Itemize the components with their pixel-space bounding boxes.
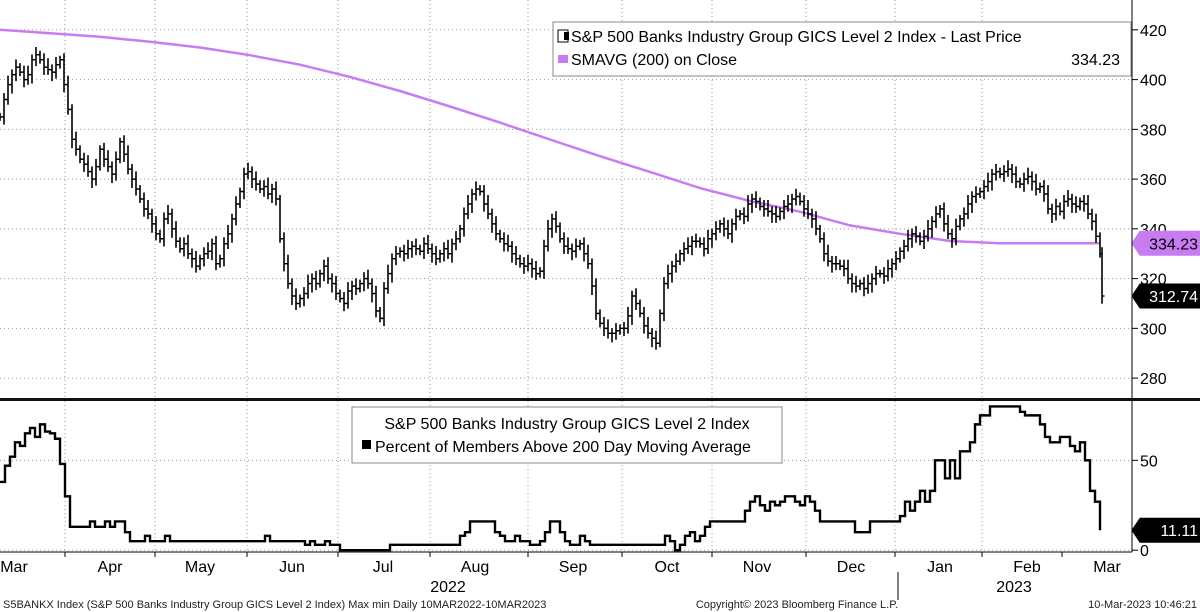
- x-axis-month-label: Aug: [461, 559, 489, 576]
- price-legend-swatch-fill-icon: [564, 32, 569, 40]
- x-axis-year-label: 2023: [996, 579, 1032, 596]
- lower-last-value-tags: 11.11: [1131, 517, 1200, 543]
- upper-last-value-tags: 334.23 312.74: [1131, 230, 1200, 309]
- footer-source: S5BANKX Index (S&P 500 Banks Industry Gr…: [3, 599, 546, 611]
- x-axis-month-labels: Mar Apr May Jun Jul Aug Sep Oct Nov Dec Jan Feb Mar: [0, 559, 1121, 576]
- lower-gridlines: [0, 459, 1132, 551]
- price-ohlc-bars: [0, 47, 1105, 350]
- pct-last-value-tag-box: [1131, 517, 1200, 543]
- upper-y-tick-label: 300: [1140, 321, 1167, 338]
- pct-legend-label: Percent of Members Above 200 Day Moving …: [375, 439, 751, 456]
- upper-y-tick-label: 280: [1140, 371, 1167, 388]
- x-axis-year-label: 2022: [430, 579, 466, 596]
- smavg-legend-label: SMAVG (200) on Close: [571, 52, 737, 69]
- x-axis-month-label: Feb: [1013, 559, 1041, 576]
- smavg-legend-value: 334.23: [1071, 52, 1120, 69]
- x-axis-month-label: May: [185, 559, 215, 576]
- lower-legend-title: S&P 500 Banks Industry Group GICS Level …: [384, 416, 749, 433]
- lower-panel: 0 50 S&P 500 Banks Industry Group GICS Le…: [0, 401, 1200, 560]
- upper-legend-box: [552, 21, 1132, 77]
- pct-last-value-tag: 11.11: [1131, 517, 1200, 543]
- upper-y-tick-label: 400: [1140, 73, 1167, 90]
- upper-legend: S&P 500 Banks Industry Group GICS Level …: [552, 21, 1132, 77]
- pct-above-200dma-line: [0, 405, 1102, 552]
- lower-y-tick-label: 50: [1140, 453, 1158, 470]
- price-last-value-tag-text: 312.74: [1149, 289, 1198, 306]
- pct-legend-swatch-icon: [362, 440, 371, 449]
- upper-y-tick-label: 380: [1140, 122, 1167, 139]
- x-axis-year-labels: 2022 2023: [430, 572, 1032, 600]
- lower-y-axis: 0 50: [1132, 453, 1158, 560]
- footer-timestamp: 10-Mar-2023 10:46:21: [1088, 599, 1197, 611]
- x-axis-month-label: Oct: [655, 559, 680, 576]
- x-axis-ticks: [64, 552, 1063, 557]
- price-last-value-tag-box: [1131, 283, 1200, 309]
- upper-gridlines: [0, 29, 1132, 379]
- price-legend-label: S&P 500 Banks Industry Group GICS Level …: [571, 29, 1022, 46]
- upper-y-tick-label: 420: [1140, 23, 1167, 40]
- panel-divider: [0, 398, 1200, 401]
- x-axis-month-label: Sep: [559, 559, 588, 576]
- x-axis-month-label: Dec: [837, 559, 865, 576]
- x-axis-month-label: Mar: [0, 559, 28, 576]
- smavg-last-value-tag-box: [1131, 230, 1200, 256]
- x-axis-month-label: Apr: [98, 559, 124, 576]
- x-axis-month-label: Jun: [279, 559, 305, 576]
- x-axis-month-label: Jul: [373, 559, 393, 576]
- smavg-last-value-tag-text: 334.23: [1149, 236, 1198, 253]
- pct-last-value-tag-text: 11.11: [1160, 523, 1198, 540]
- lower-legend-box: [351, 406, 783, 464]
- lower-legend: S&P 500 Banks Industry Group GICS Level …: [351, 406, 783, 464]
- smavg-legend-swatch-icon: [558, 55, 568, 63]
- lower-y-tick-label: 0: [1140, 543, 1149, 560]
- x-axis-month-label: Jan: [927, 559, 953, 576]
- footer-copyright: Copyright© 2023 Bloomberg Finance L.P.: [696, 599, 898, 611]
- x-axis-month-label: Mar: [1093, 559, 1121, 576]
- price-last-value-tag: 312.74: [1131, 283, 1200, 309]
- smavg-last-value-tag: 334.23: [1131, 230, 1200, 256]
- x-axis-month-label: Nov: [743, 559, 771, 576]
- upper-y-tick-label: 360: [1140, 172, 1167, 189]
